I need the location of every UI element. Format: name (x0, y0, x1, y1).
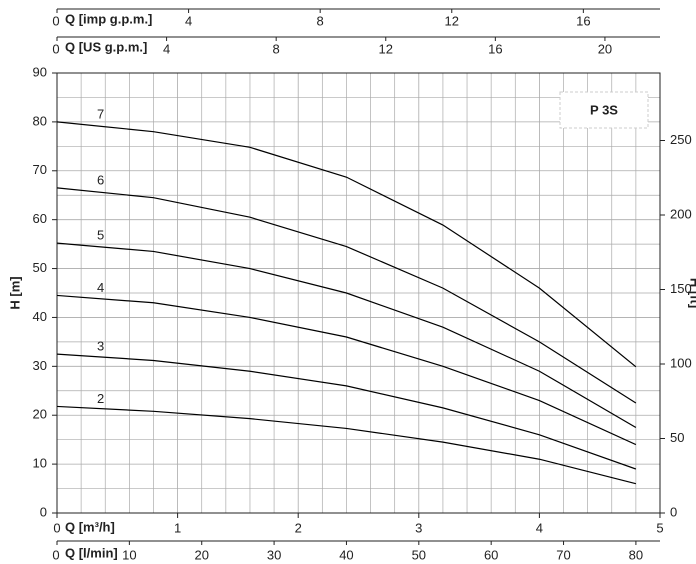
y-tick-label: 20 (33, 407, 47, 422)
chart-title: P 3S (590, 102, 618, 117)
curve-label: 7 (97, 106, 104, 121)
secondary-x-tick-label: 4 (185, 13, 192, 28)
secondary-x-tick-label: 50 (412, 547, 426, 562)
x-tick-label: 3 (415, 520, 422, 535)
y-tick-label: 60 (33, 211, 47, 226)
y-tick-label: 0 (40, 504, 47, 519)
curve-label: 2 (97, 391, 104, 406)
y2-tick-label: 50 (670, 430, 684, 445)
secondary-x-tick-label: 40 (339, 547, 353, 562)
y2-tick-label: 100 (670, 355, 692, 370)
x-tick-label: 5 (656, 520, 663, 535)
x-tick-label: 1 (174, 520, 181, 535)
y2-tick-label: 150 (670, 281, 692, 296)
secondary-x-tick-label: 8 (273, 41, 280, 56)
secondary-x-tick-label: 10 (122, 547, 136, 562)
secondary-x-tick-label: 0 (52, 547, 59, 562)
y-tick-label: 70 (33, 162, 47, 177)
secondary-x-tick-label: 60 (484, 547, 498, 562)
curve-label: 3 (97, 339, 104, 354)
curve (56, 353, 637, 470)
curve (56, 405, 637, 485)
title-box (559, 91, 649, 129)
y-tick-label: 40 (33, 309, 47, 324)
secondary-x-tick-label: 80 (629, 547, 643, 562)
y2-tick-label: 0 (670, 504, 677, 519)
y-tick-label: 30 (33, 358, 47, 373)
curve-label: 4 (97, 280, 104, 295)
secondary-x-tick-label: 4 (163, 41, 170, 56)
secondary-x-axis-label: Q [US g.p.m.] (65, 39, 147, 54)
secondary-x-tick-label: 0 (52, 13, 59, 28)
secondary-x-axis-label: Q [l/min] (65, 545, 118, 560)
x-tick-label: 4 (536, 520, 543, 535)
x-axis-label: Q [m³/h] (65, 519, 115, 534)
plot-frame (56, 72, 661, 514)
secondary-x-tick-label: 0 (52, 41, 59, 56)
curve (56, 187, 637, 404)
y2-tick-label: 200 (670, 206, 692, 221)
y2-axis-label: H [ft] (688, 278, 696, 308)
secondary-x-tick-label: 8 (317, 13, 324, 28)
x-tick-label: 0 (53, 520, 60, 535)
curve (56, 294, 637, 446)
secondary-x-axis-label: Q [imp g.p.m.] (65, 11, 152, 26)
y2-tick-label: 250 (670, 132, 692, 147)
y-tick-label: 50 (33, 260, 47, 275)
secondary-x-tick-label: 70 (556, 547, 570, 562)
secondary-x-tick-label: 20 (194, 547, 208, 562)
curve (56, 121, 637, 368)
secondary-x-tick-label: 16 (488, 41, 502, 56)
curve (56, 242, 637, 428)
x-tick-label: 2 (295, 520, 302, 535)
curve-label: 5 (97, 228, 104, 243)
curve-label: 6 (97, 172, 104, 187)
secondary-x-tick-label: 16 (576, 13, 590, 28)
y-tick-label: 90 (33, 64, 47, 79)
secondary-x-tick-label: 30 (267, 547, 281, 562)
secondary-x-tick-label: 12 (445, 13, 459, 28)
secondary-x-tick-label: 20 (598, 41, 612, 56)
y-axis-label: H [m] (7, 276, 22, 309)
secondary-x-tick-label: 12 (379, 41, 393, 56)
y-tick-label: 80 (33, 113, 47, 128)
y-tick-label: 10 (33, 456, 47, 471)
